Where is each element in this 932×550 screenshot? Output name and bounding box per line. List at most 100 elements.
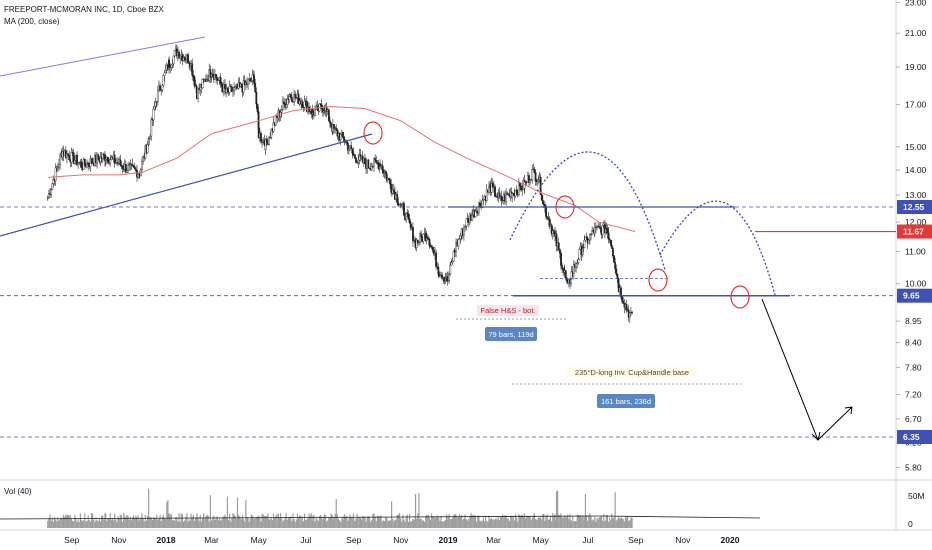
volume-bar: [447, 516, 449, 528]
volume-bar: [327, 520, 329, 528]
candle-body: [101, 153, 104, 159]
volume-bar: [277, 513, 279, 528]
candle-body: [162, 75, 165, 86]
volume-bar: [541, 519, 543, 528]
candle-body: [428, 238, 431, 246]
volume-bar: [596, 517, 598, 528]
candle-body: [194, 85, 197, 87]
annotation-bg: [477, 305, 539, 316]
candle-body: [548, 218, 551, 227]
volume-bar: [488, 515, 490, 528]
candle-body: [558, 249, 561, 254]
volume-bar: [186, 513, 188, 528]
volume-bar: [592, 519, 594, 528]
candle-body: [50, 189, 53, 195]
volume-bar: [289, 518, 291, 528]
candle-body: [54, 167, 57, 181]
volume-bar: [508, 521, 511, 528]
annotation-cup-handle: 235°D-long Inv. Cup&Handle base: [575, 368, 689, 377]
candle-body: [70, 152, 73, 163]
volume-bar: [111, 518, 114, 528]
candle-body: [530, 179, 533, 181]
volume-bar: [533, 513, 536, 528]
volume-bar: [548, 519, 551, 528]
x-tick-label: 2019: [439, 535, 458, 545]
volume-bar: [609, 517, 611, 528]
candle-body: [432, 250, 435, 255]
volume-bar: [583, 517, 585, 528]
volume-bar: [176, 517, 178, 528]
volume-bar: [469, 515, 471, 528]
volume-bar: [436, 515, 438, 528]
volume-bar: [95, 517, 97, 528]
volume-bar: [269, 519, 271, 528]
volume-bar: [531, 517, 533, 528]
candle-body: [128, 164, 131, 166]
candle-body: [622, 301, 625, 304]
volume-bar: [427, 514, 429, 528]
volume-bar: [209, 495, 211, 528]
volume-bar: [411, 521, 413, 528]
volume-bar: [56, 521, 58, 528]
candle-body: [584, 236, 587, 241]
volume-bar: [407, 521, 410, 528]
x-tick-label: May: [533, 535, 550, 545]
volume-bar: [398, 513, 401, 528]
volume-bar: [254, 518, 256, 528]
volume-bar: [166, 501, 168, 528]
volume-bar: [218, 518, 221, 528]
candle-body: [357, 160, 360, 163]
volume-bar: [170, 514, 172, 528]
y-tick-label: 19.00: [905, 62, 927, 72]
y-tick-label: 14.00: [905, 165, 927, 175]
volume-bar: [445, 514, 448, 528]
volume-bar: [55, 519, 57, 528]
candle-body: [247, 79, 249, 85]
volume-bar: [260, 521, 262, 528]
volume-bar: [510, 516, 512, 528]
x-tick-label: Jul: [582, 535, 593, 545]
candle-body: [264, 138, 267, 151]
candle-body: [346, 142, 349, 151]
candle-body: [561, 265, 564, 269]
volume-bar: [198, 520, 200, 528]
volume-bar: [192, 514, 194, 528]
candle-body: [615, 268, 618, 275]
candle-body: [164, 70, 167, 74]
volume-bar: [222, 517, 224, 528]
x-tick-label: Nov: [675, 535, 691, 545]
volume-bar: [126, 514, 128, 528]
volume-bar: [262, 514, 264, 528]
volume-bar: [245, 500, 247, 528]
volume-bar: [521, 514, 523, 528]
volume-bar: [185, 517, 187, 528]
candle-body: [537, 179, 540, 181]
volume-bar: [337, 518, 340, 528]
volume-bar: [313, 514, 315, 528]
volume-bar: [543, 513, 545, 528]
volume-bar: [622, 519, 624, 528]
y-tick-label: 8.40: [905, 338, 922, 348]
volume-bar: [527, 516, 529, 528]
y-tick-label: 10.00: [905, 279, 927, 289]
volume-bar: [605, 515, 607, 528]
volume-bar: [585, 515, 588, 528]
volume-bar: [558, 514, 560, 528]
candle-body: [242, 80, 245, 93]
volume-bar: [349, 514, 351, 528]
candle-body: [161, 85, 164, 91]
volume-bar: [363, 516, 365, 528]
volume-bar: [266, 515, 268, 528]
candle-body: [576, 262, 579, 265]
volume-bar: [630, 517, 632, 528]
volume-bar: [376, 515, 378, 528]
candle-body: [384, 171, 387, 174]
candle-body: [107, 156, 109, 163]
candle-body: [256, 103, 259, 112]
x-tick-label: Sep: [64, 535, 79, 545]
volume-bar: [443, 520, 445, 528]
candle-body: [169, 66, 172, 68]
volume-bar: [320, 514, 322, 528]
volume-bar: [317, 520, 319, 528]
